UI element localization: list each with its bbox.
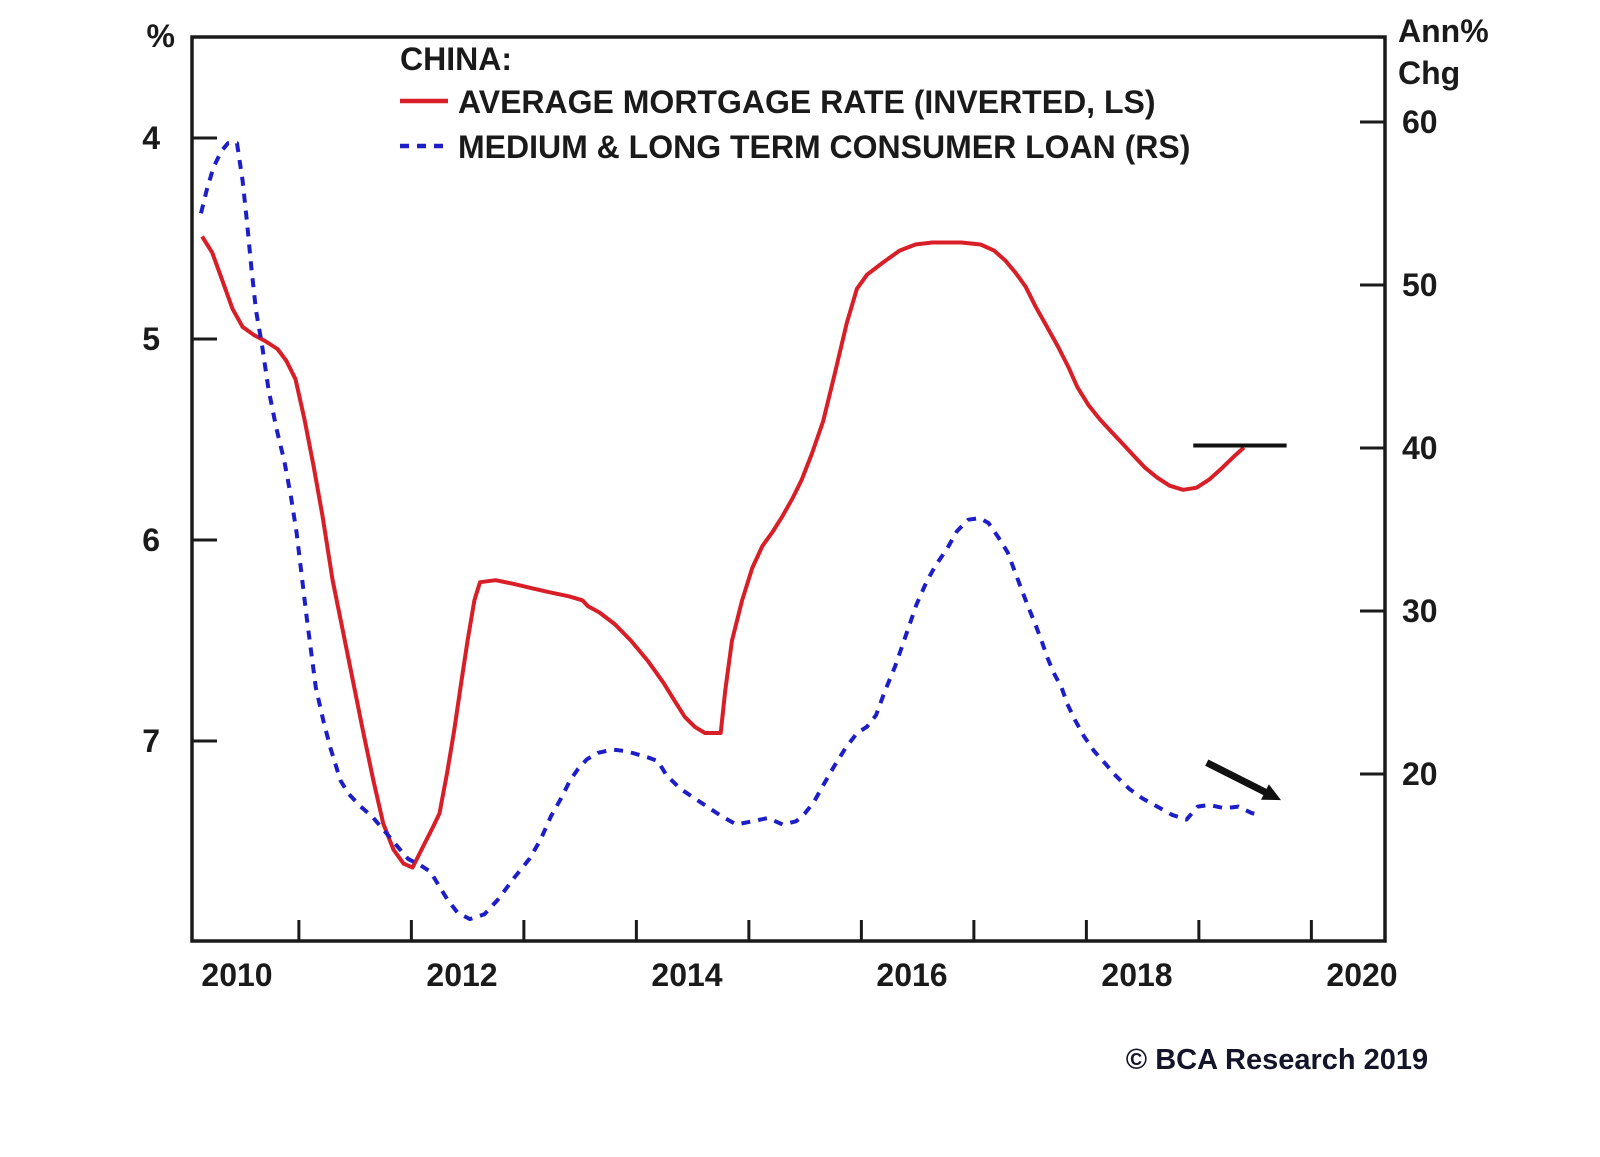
right-axis-tick-label: 50 [1402, 267, 1438, 303]
x-axis-label: 2010 [201, 957, 272, 993]
legend-mortgage-label: AVERAGE MORTGAGE RATE (INVERTED, LS) [458, 84, 1156, 120]
right-axis-tick-label: 40 [1402, 430, 1438, 466]
x-axis-label: 2018 [1101, 957, 1172, 993]
left-axis-tick-label: 7 [142, 723, 160, 759]
legend-title: CHINA: [400, 41, 512, 77]
consumer-loan-line [199, 141, 1262, 922]
copyright-text: © BCA Research 2019 [1126, 1044, 1428, 1076]
x-axis-label: 2016 [876, 957, 947, 993]
trend-arrow-head [1261, 784, 1281, 801]
left-axis-unit-label: % [147, 18, 175, 54]
trend-arrow-shaft [1205, 759, 1276, 800]
x-axis-label: 2020 [1326, 957, 1397, 993]
right-axis-tick-label: 30 [1402, 593, 1438, 629]
x-axis-label: 2012 [426, 957, 497, 993]
right-axis-tick-label: 20 [1402, 756, 1438, 792]
plot-border [190, 35, 1387, 943]
left-axis-tick-label: 5 [142, 321, 160, 357]
mortgage-rate-line [200, 235, 1246, 870]
right-axis-tick-label: 60 [1402, 104, 1438, 140]
left-axis-tick-label: 6 [142, 522, 160, 558]
x-axis-label: 2014 [651, 957, 722, 993]
right-axis-unit-label-line2: Chg [1398, 55, 1460, 91]
right-axis-unit-label-line1: Ann% [1398, 13, 1489, 49]
chart-generated-layer: 4 5 6 7 60 50 40 30 20 2010 2012 2014 2016 2018 2020 [142, 35, 1438, 993]
left-axis-tick-label: 4 [142, 120, 160, 156]
legend-loan-label: MEDIUM & LONG TERM CONSUMER LOAN (RS) [458, 129, 1190, 165]
